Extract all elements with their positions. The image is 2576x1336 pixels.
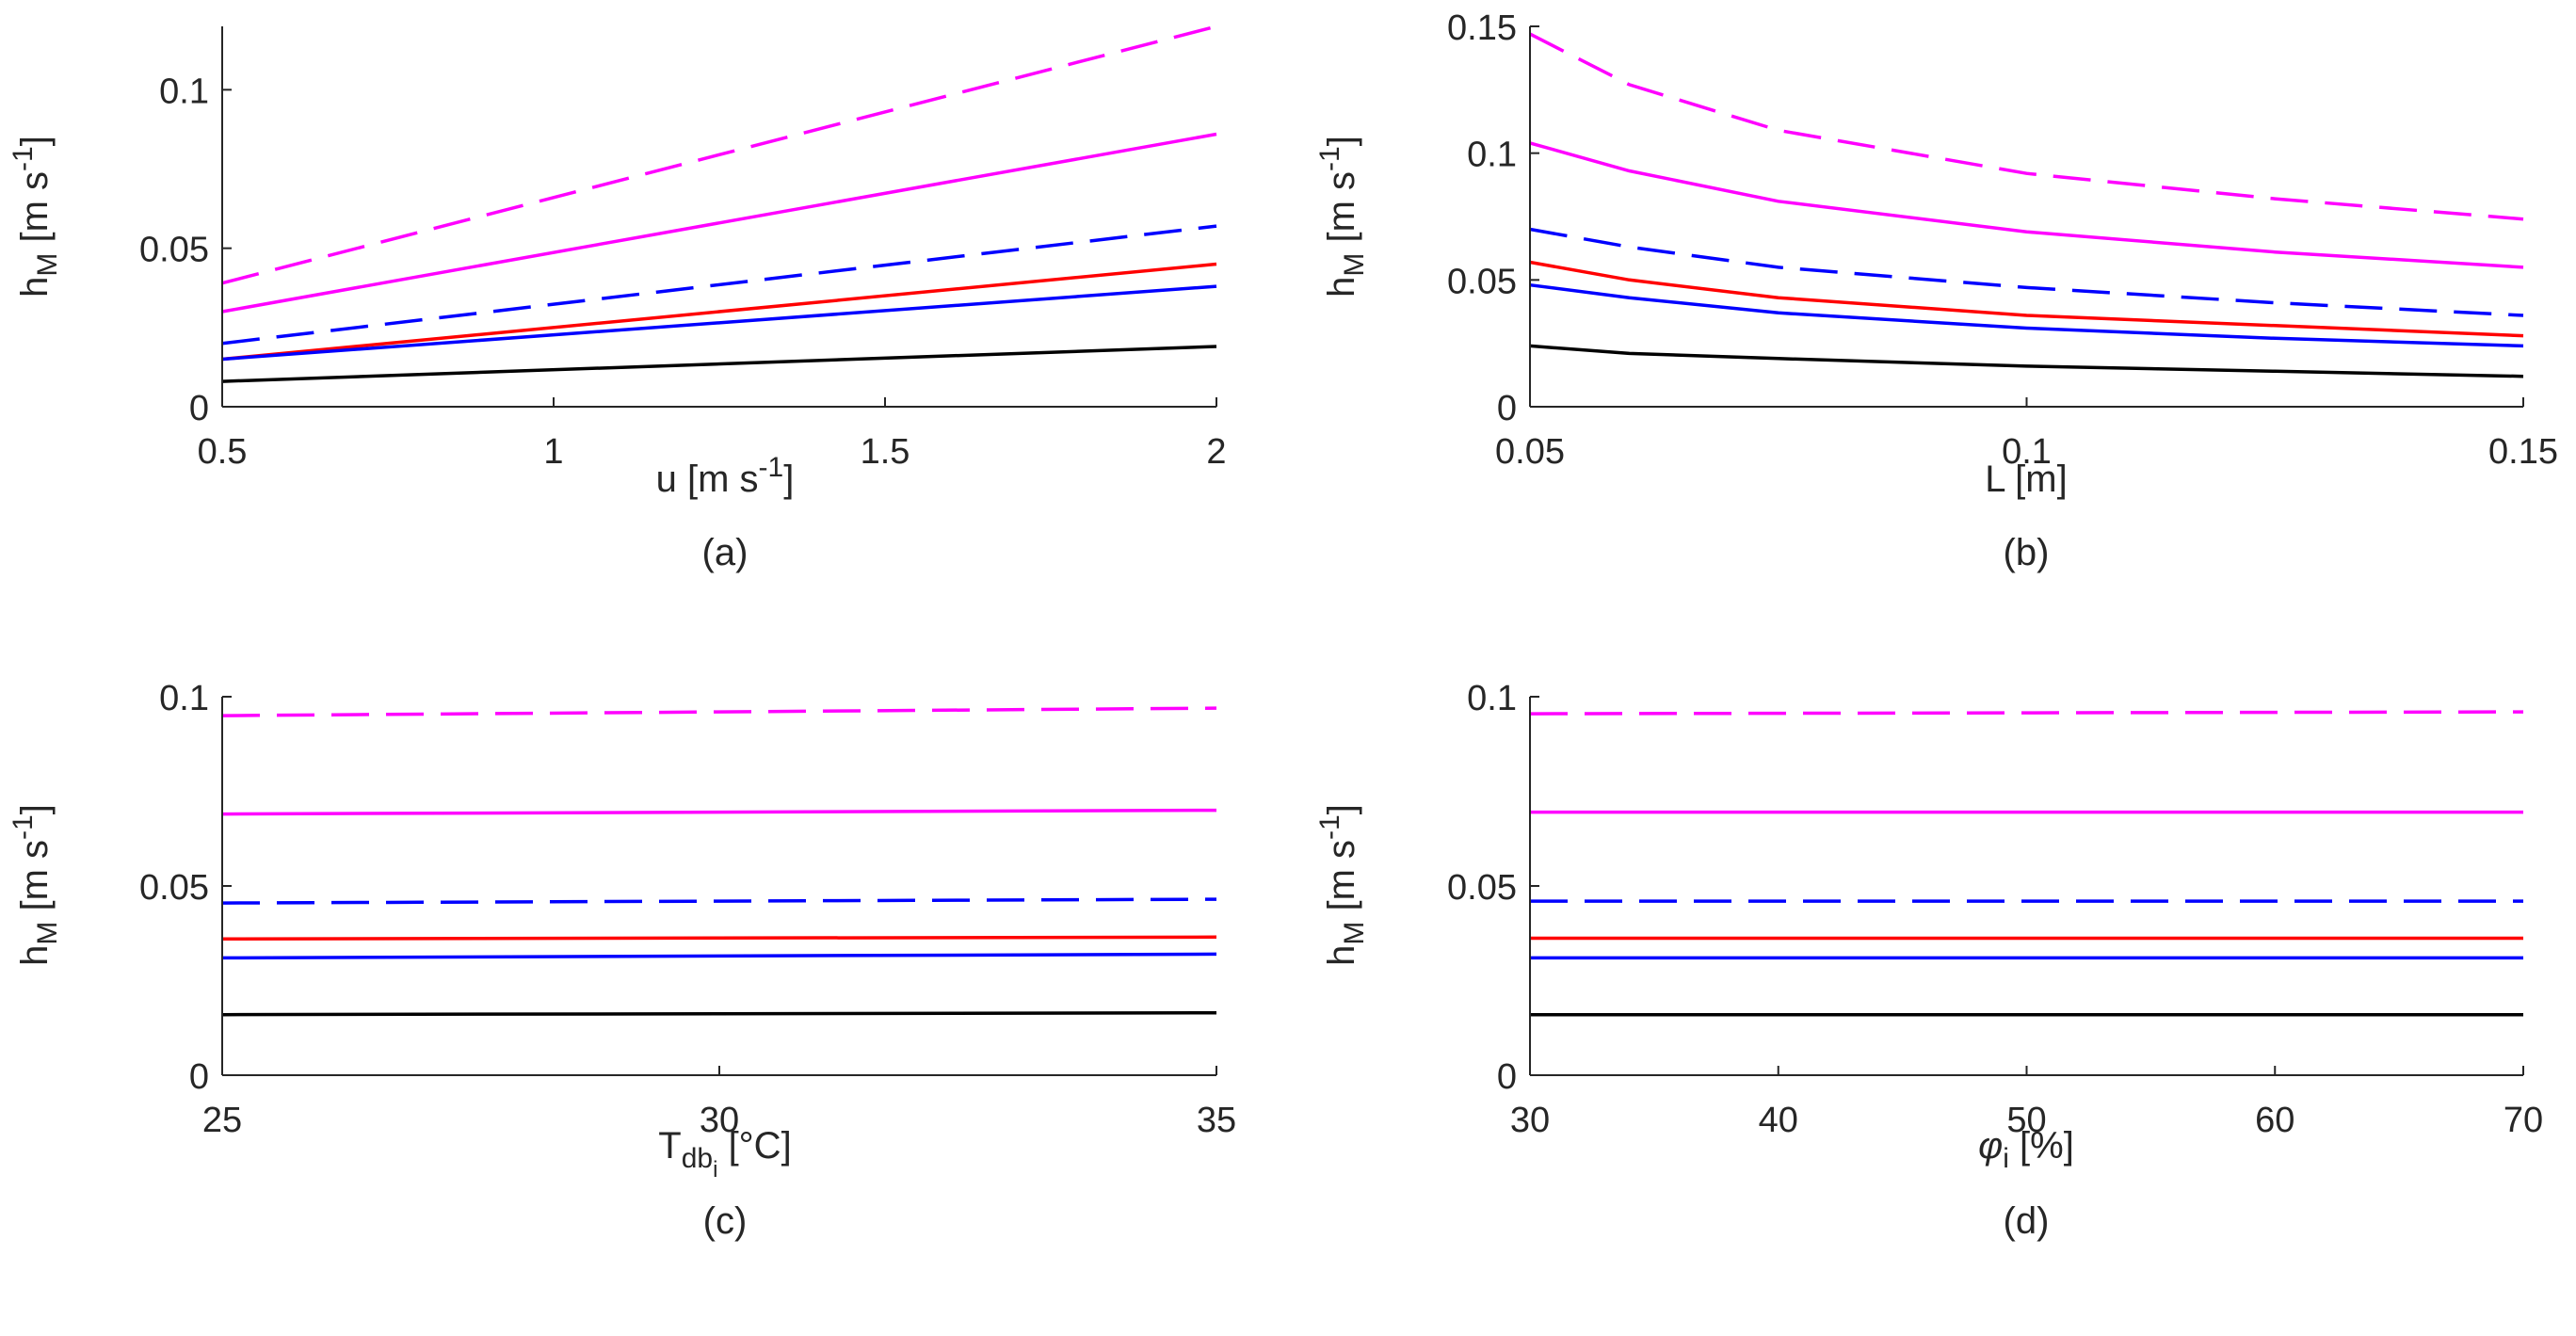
x-tick-label: 35 — [1197, 1101, 1236, 1140]
y-tick-label: 0.1 — [1467, 136, 1517, 175]
y-axis-label: hM [m s-1] — [1314, 136, 1370, 298]
panel-b: 0.05 0.1 0.15 0 0.05 0.1 0.15 hM [m s-1] L [m] (b… — [1314, 8, 2558, 573]
x-tick-label: 0.05 — [1495, 432, 1565, 472]
y-tick-label: 0.1 — [159, 679, 209, 718]
y-axis-label: hM [m s-1] — [8, 136, 63, 298]
x-tick-label: 60 — [2255, 1101, 2294, 1140]
y-tick-label: 0.1 — [1467, 679, 1517, 718]
panel-c: 25 30 35 0 0.05 0.1 hM [m s-1] Tdbi [°C] (c) — [8, 679, 1236, 1242]
x-axis-label: φi [%] — [1978, 1125, 2074, 1174]
x-axis-label: L [m] — [1985, 459, 2067, 500]
x-tick-label: 1.5 — [861, 432, 910, 472]
y-tick-label: 0 — [189, 1057, 209, 1097]
series-line-magenta-dashed — [221, 706, 1217, 717]
panel-a: 0.5 1 1.5 2 0 0.05 0.1 hM [m s-1] u [m s-1] (a) — [8, 24, 1227, 573]
x-tick-label: 30 — [1510, 1101, 1550, 1140]
x-tick-label: 30 — [700, 1101, 739, 1140]
y-tick-label: 0 — [1497, 389, 1517, 428]
series-line-blue-dashed — [1529, 227, 2524, 317]
x-axis-label: u [m s-1] — [656, 452, 795, 500]
x-tick-label: 2 — [1206, 432, 1226, 472]
panel-caption: (d) — [2004, 1200, 2050, 1242]
series-line-red-solid — [221, 262, 1217, 362]
series-line-magenta-solid — [1529, 141, 2524, 269]
series-line-black-solid — [221, 1010, 1217, 1017]
series-line-blue-solid — [221, 952, 1217, 960]
x-tick-label: 50 — [2006, 1101, 2046, 1140]
y-tick-label: 0 — [189, 389, 209, 428]
y-tick-label: 0.05 — [139, 868, 209, 908]
x-tick-label: 40 — [1759, 1101, 1798, 1140]
series-line-magenta-solid — [221, 808, 1217, 816]
panel-caption: (b) — [2004, 532, 2050, 573]
panel-caption: (a) — [702, 532, 749, 573]
series-line-blue-solid — [1529, 282, 2524, 348]
y-tick-label: 0.15 — [1447, 8, 1517, 48]
series-line-blue-dashed — [221, 897, 1217, 905]
y-tick-label: 0.05 — [1447, 868, 1517, 908]
series-line-magenta-dashed — [221, 24, 1217, 285]
panel-caption: (c) — [703, 1200, 748, 1242]
series-line-magenta-solid — [221, 132, 1217, 314]
series-line-black-solid — [221, 345, 1217, 383]
series-line-black-solid — [1529, 344, 2524, 378]
series-line-magenta-dashed — [1529, 710, 2524, 716]
series-line-blue-dashed — [221, 224, 1217, 346]
y-axis-label: hM [m s-1] — [8, 804, 63, 966]
y-axis-label: hM [m s-1] — [1314, 804, 1370, 966]
y-tick-label: 0.05 — [139, 231, 209, 270]
series-line-magenta-dashed — [1529, 32, 2524, 221]
x-tick-label: 1 — [543, 432, 563, 472]
series-line-red-solid — [221, 935, 1217, 942]
x-axis-label: Tdbi [°C] — [658, 1125, 791, 1183]
series-line-blue-solid — [221, 284, 1217, 362]
x-tick-label: 70 — [2504, 1101, 2543, 1140]
x-tick-label: 0.5 — [198, 432, 248, 472]
x-tick-label: 0.15 — [2488, 432, 2558, 472]
series-line-red-solid — [1529, 260, 2524, 338]
y-tick-label: 0.05 — [1447, 262, 1517, 301]
y-tick-label: 0.1 — [159, 72, 209, 111]
y-tick-label: 0 — [1497, 1057, 1517, 1097]
panel-d: 30 40 50 60 70 0 0.05 0.1 hM [m s-1] φi [%] (d) — [1314, 679, 2543, 1242]
x-tick-label: 0.1 — [2002, 432, 2052, 472]
x-tick-label: 25 — [202, 1101, 242, 1140]
